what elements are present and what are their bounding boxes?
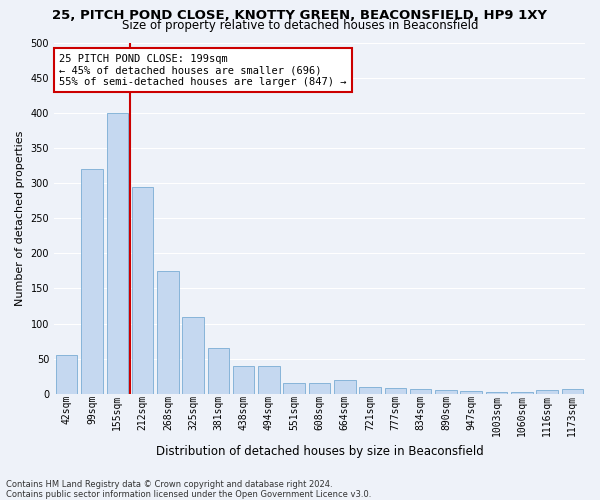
Bar xyxy=(486,392,507,394)
Bar xyxy=(107,113,128,394)
Bar xyxy=(385,388,406,394)
Bar xyxy=(132,187,153,394)
Text: 25, PITCH POND CLOSE, KNOTTY GREEN, BEACONSFIELD, HP9 1XY: 25, PITCH POND CLOSE, KNOTTY GREEN, BEAC… xyxy=(53,9,548,22)
Bar xyxy=(81,169,103,394)
Bar xyxy=(410,390,431,394)
Bar xyxy=(309,383,330,394)
Bar xyxy=(56,355,77,394)
Y-axis label: Number of detached properties: Number of detached properties xyxy=(15,130,25,306)
Bar xyxy=(536,390,558,394)
Bar xyxy=(562,388,583,394)
Bar xyxy=(511,392,533,394)
Bar xyxy=(283,383,305,394)
Bar xyxy=(157,271,179,394)
Bar xyxy=(334,380,356,394)
Text: Size of property relative to detached houses in Beaconsfield: Size of property relative to detached ho… xyxy=(122,19,478,32)
Bar xyxy=(208,348,229,394)
Bar xyxy=(233,366,254,394)
Bar xyxy=(359,386,381,394)
X-axis label: Distribution of detached houses by size in Beaconsfield: Distribution of detached houses by size … xyxy=(155,444,484,458)
Bar xyxy=(258,366,280,394)
Text: Contains HM Land Registry data © Crown copyright and database right 2024.
Contai: Contains HM Land Registry data © Crown c… xyxy=(6,480,371,499)
Bar xyxy=(460,391,482,394)
Bar xyxy=(182,316,204,394)
Bar xyxy=(435,390,457,394)
Text: 25 PITCH POND CLOSE: 199sqm
← 45% of detached houses are smaller (696)
55% of se: 25 PITCH POND CLOSE: 199sqm ← 45% of det… xyxy=(59,54,347,86)
